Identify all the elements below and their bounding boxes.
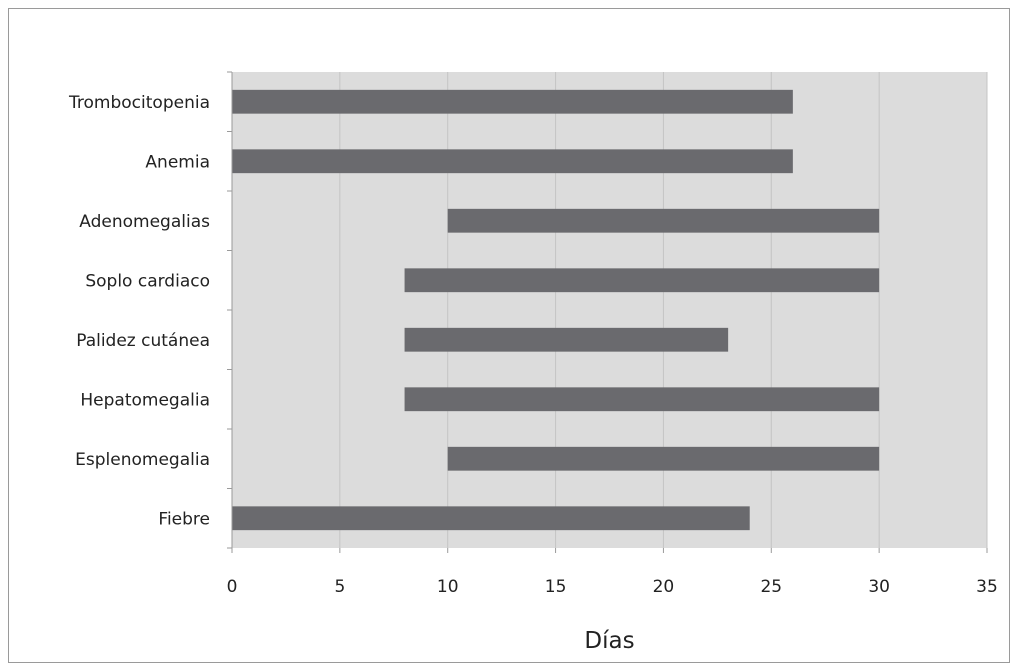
x-tick-label: 15 bbox=[545, 577, 567, 597]
category-label: Soplo cardiaco bbox=[85, 271, 210, 291]
x-axis-title: Días bbox=[584, 628, 634, 654]
x-tick-label: 5 bbox=[334, 577, 345, 597]
plot-area bbox=[232, 72, 987, 548]
x-tick-label: 25 bbox=[760, 577, 782, 597]
x-tick-label: 20 bbox=[653, 577, 675, 597]
x-tick-label: 0 bbox=[227, 577, 238, 597]
category-label: Palidez cutánea bbox=[76, 331, 210, 351]
x-axis-ticks bbox=[231, 548, 988, 553]
category-label: Adenomegalias bbox=[79, 212, 210, 232]
category-label: Trombocitopenia bbox=[68, 93, 210, 113]
x-tick-label: 10 bbox=[437, 577, 459, 597]
bar bbox=[404, 327, 729, 352]
bar bbox=[404, 387, 880, 412]
y-axis-ticks bbox=[227, 71, 232, 549]
bar bbox=[232, 506, 750, 531]
category-labels: Trombocitopenia Anemia Adenomegalias Soplo … bbox=[68, 93, 210, 530]
category-label: Anemia bbox=[145, 152, 210, 172]
bar bbox=[232, 149, 793, 174]
x-tick-label: 35 bbox=[976, 577, 998, 597]
x-tick-label: 30 bbox=[868, 577, 890, 597]
x-tick-labels: 0 5 10 15 20 25 30 35 bbox=[227, 577, 998, 597]
bar bbox=[232, 89, 793, 114]
category-label: Fiebre bbox=[158, 509, 210, 529]
bar bbox=[404, 268, 880, 293]
category-label: Esplenomegalia bbox=[75, 450, 210, 470]
bars bbox=[232, 89, 880, 531]
bar bbox=[447, 446, 880, 471]
category-label: Hepatomegalia bbox=[80, 390, 210, 410]
bar bbox=[447, 208, 880, 233]
